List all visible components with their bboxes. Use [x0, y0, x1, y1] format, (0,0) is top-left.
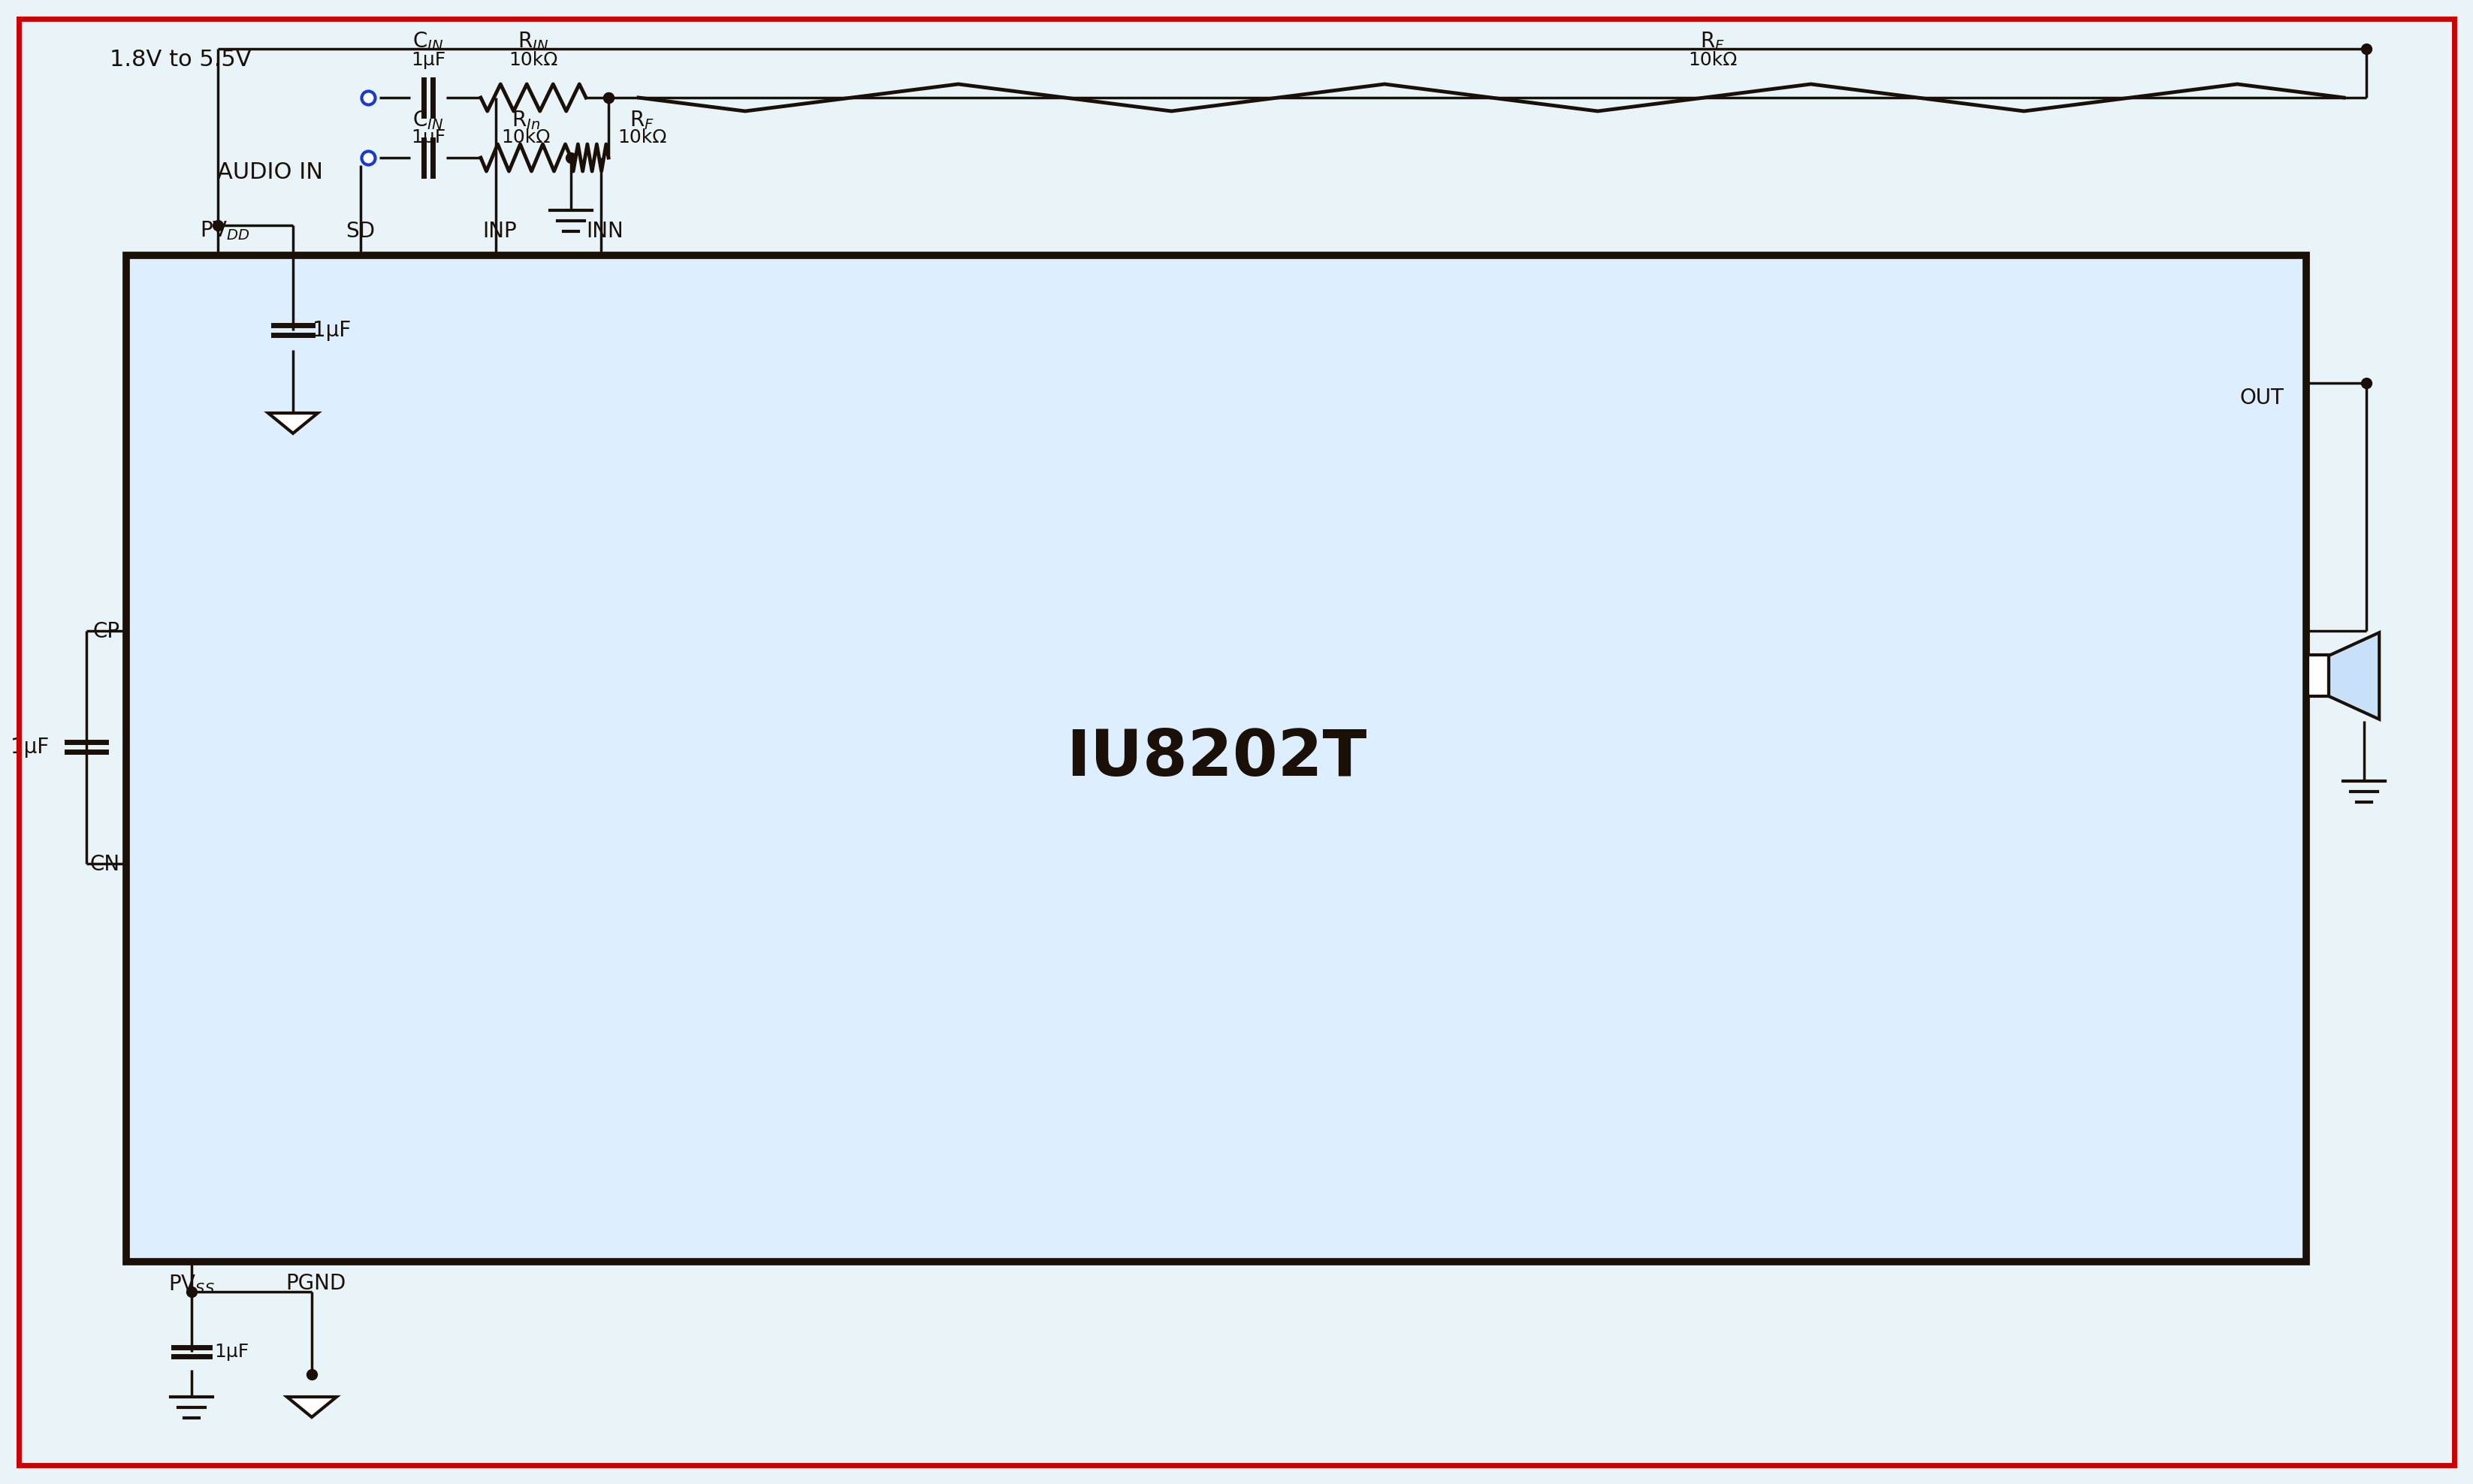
Text: 10kΩ: 10kΩ: [1689, 50, 1739, 70]
Text: C$_{IN}$: C$_{IN}$: [413, 30, 443, 52]
Text: C$_{IN}$: C$_{IN}$: [413, 108, 443, 132]
Text: INN: INN: [586, 221, 623, 242]
Polygon shape: [2330, 632, 2379, 720]
Text: 1.8V to 5.5V: 1.8V to 5.5V: [109, 49, 252, 71]
Text: 1μF: 1μF: [411, 50, 445, 70]
Text: 1μF: 1μF: [10, 736, 49, 758]
Text: INP: INP: [482, 221, 517, 242]
Text: AUDIO IN: AUDIO IN: [218, 162, 324, 184]
Text: OUT: OUT: [2241, 387, 2283, 408]
Text: R$_{IN}$: R$_{IN}$: [517, 30, 549, 52]
Text: 10kΩ: 10kΩ: [502, 129, 551, 147]
Text: SD: SD: [346, 221, 376, 242]
Text: CP: CP: [94, 622, 121, 643]
Bar: [126, 255, 2307, 1261]
Text: 10kΩ: 10kΩ: [509, 50, 559, 70]
Text: PGND: PGND: [284, 1273, 346, 1294]
Polygon shape: [287, 1396, 336, 1417]
Text: R$_F$: R$_F$: [1701, 30, 1726, 52]
Text: 1μF: 1μF: [411, 129, 445, 147]
Polygon shape: [267, 413, 317, 433]
Text: IU8202T: IU8202T: [1066, 727, 1368, 789]
Text: R$_{In}$: R$_{In}$: [512, 108, 539, 132]
Text: CN: CN: [89, 853, 121, 876]
Text: 1μF: 1μF: [215, 1343, 250, 1361]
Text: 10kΩ: 10kΩ: [618, 129, 668, 147]
Text: PV$_{DD}$: PV$_{DD}$: [200, 220, 250, 242]
Bar: [2307, 654, 2330, 696]
Text: R$_F$: R$_F$: [631, 108, 655, 132]
Text: 1μF: 1μF: [312, 321, 351, 341]
Text: PV$_{SS}$: PV$_{SS}$: [168, 1273, 215, 1296]
